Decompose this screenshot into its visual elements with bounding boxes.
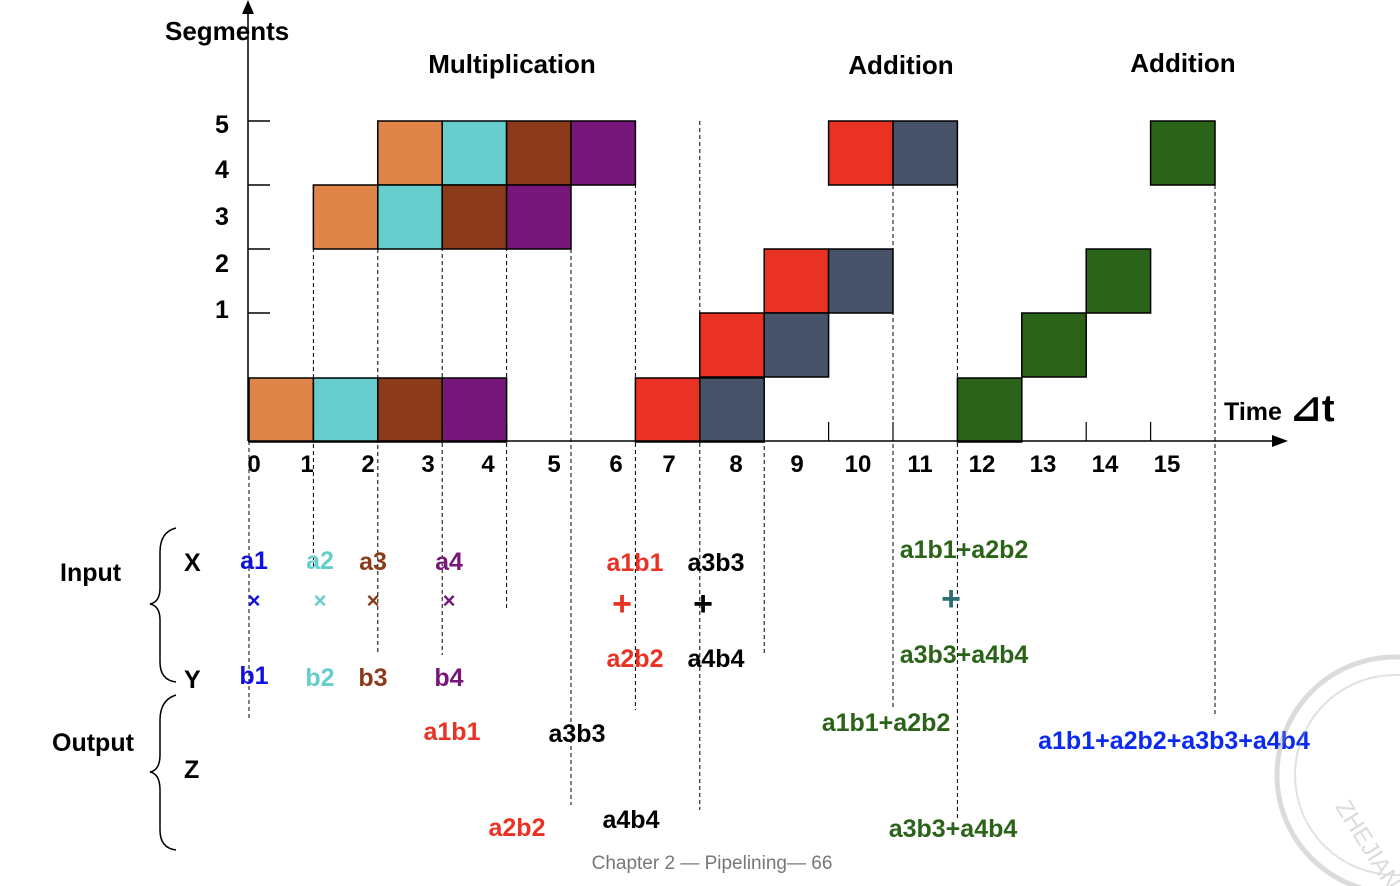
pipeline-cell-red-3 [827,120,894,186]
y-tick-label: 5 [215,111,229,139]
pipeline-cell-brown-2 [505,120,572,186]
x-tick-label: 9 [790,451,803,478]
x-tick-label: 5 [547,451,560,478]
x-tick-label: 7 [662,451,675,478]
pipeline-cell-purple-0 [441,377,508,443]
x-axis-arrow [1272,435,1288,447]
output-z-value: a4b4 [603,806,660,834]
pipeline-blocks [248,120,1216,443]
input-y-value: b3 [358,664,387,692]
x-tick-label: 3 [421,451,434,478]
output-z-value: a1b1+a2b2+a3b3+a4b4 [1038,727,1310,755]
pipeline-cell-cyan-0 [312,377,379,443]
pipeline-cell-red-0 [634,377,701,443]
y-row-label: Y [184,666,201,694]
input-x-value: a3 [359,548,387,576]
output-brace [149,694,177,851]
pipeline-cell-purple-1 [505,184,572,250]
operator-symbol: × [443,588,456,613]
input-x-value: a1b1 [607,549,664,577]
section-title-addition-2: Addition [1130,48,1235,78]
output-z-value: a1b1+a2b2 [822,709,951,737]
pipeline-cell-brown-0 [377,377,443,443]
x-tick-label: 6 [609,451,622,478]
section-title-multiplication: Multiplication [428,49,596,79]
x-tick-label: 2 [361,451,374,478]
input-y-value: a2b2 [607,645,664,673]
pipeline-cell-red-2 [763,248,830,314]
pipeline-cell-brown-1 [441,184,508,250]
x-axis-unit: ⊿t [1290,388,1335,430]
output-z-value: a1b1 [424,718,481,746]
input-y-value: b4 [434,664,463,692]
pipeline-cell-green-3 [1149,120,1216,186]
pipeline-cell-orange-0 [248,377,315,443]
y-tick-label: 1 [215,296,229,324]
input-x-value: a1 [240,547,268,575]
operator-symbol: × [248,588,261,613]
x-tick-label: 11 [907,451,932,478]
university-seal: ZHEJIANG [1274,654,1400,886]
z-row-label: Z [184,756,199,784]
operator-symbol: × [314,588,327,613]
operator-symbol: + [941,580,961,618]
operator-symbol: × [367,588,380,613]
operator-symbol: + [693,585,713,623]
x-tick-label: 14 [1092,451,1119,478]
pipeline-cell-purple-2 [570,120,637,186]
input-output-panel: Input Output X Y Z [52,527,201,851]
input-brace [149,527,177,683]
input-label: Input [60,559,122,587]
output-z-value: a3b3 [549,720,606,748]
pipeline-cell-orange-2 [377,120,443,186]
x-row-label: X [184,549,201,577]
pipeline-cell-cyan-1 [377,184,443,250]
pipeline-cell-green-2 [1085,248,1152,314]
x-tick-label: 13 [1030,451,1057,478]
operator-symbol: + [612,585,632,623]
pipeline-cell-orange-1 [312,184,379,250]
input-y-value: b1 [239,662,268,690]
input-y-value: a4b4 [688,645,745,673]
input-x-value: a4 [435,548,463,576]
footer: Chapter 2 — Pipelining— 66 [592,853,833,874]
pipeline-cell-green-1 [1021,312,1087,378]
pipeline-cell-slate-0 [699,377,765,443]
input-x-value: a3b3 [688,549,745,577]
x-tick-label: 12 [969,451,996,478]
pipeline-cell-red-1 [699,312,765,378]
io-values: a1×b1a2×b2a3×b3a4×b4a1b1+a2b2a3b3+a4b4a1… [239,536,1310,843]
x-axis-title: Time [1224,398,1282,426]
pipeline-cell-slate-2 [827,248,894,314]
x-tick-label: 8 [729,451,742,478]
section-title-addition-1: Addition [848,50,953,80]
y-tick-label: 4 [215,156,229,184]
y-tick-label: 3 [215,203,229,231]
y-tick-label: 2 [215,250,229,278]
y-axis-title: Segments [165,16,289,46]
seal-text: ZHEJIANG [1330,795,1400,886]
x-tick-label: 10 [845,451,872,478]
x-tick-label: 1 [300,451,313,478]
x-tick-label: 15 [1154,451,1181,478]
input-y-value: b2 [305,664,334,692]
time-guide-lines [248,121,1216,820]
input-x-value: a1b1+a2b2 [900,536,1029,564]
pipeline-cell-slate-1 [763,312,830,378]
pipeline-cell-cyan-2 [441,120,508,186]
output-label: Output [52,729,135,757]
y-axis-arrow [242,0,254,14]
pipeline-cell-slate-3 [892,120,959,186]
x-tick-label: 4 [481,451,495,478]
output-z-value: a2b2 [489,814,546,842]
axis-labels: Segments Time ⊿t Multiplication Addition… [165,16,1335,430]
input-x-value: a2 [306,547,334,575]
x-tick-label: 0 [247,451,260,478]
input-y-value: a3b3+a4b4 [900,641,1029,669]
output-z-value: a3b3+a4b4 [889,815,1018,843]
pipeline-cell-green-0 [956,377,1023,443]
